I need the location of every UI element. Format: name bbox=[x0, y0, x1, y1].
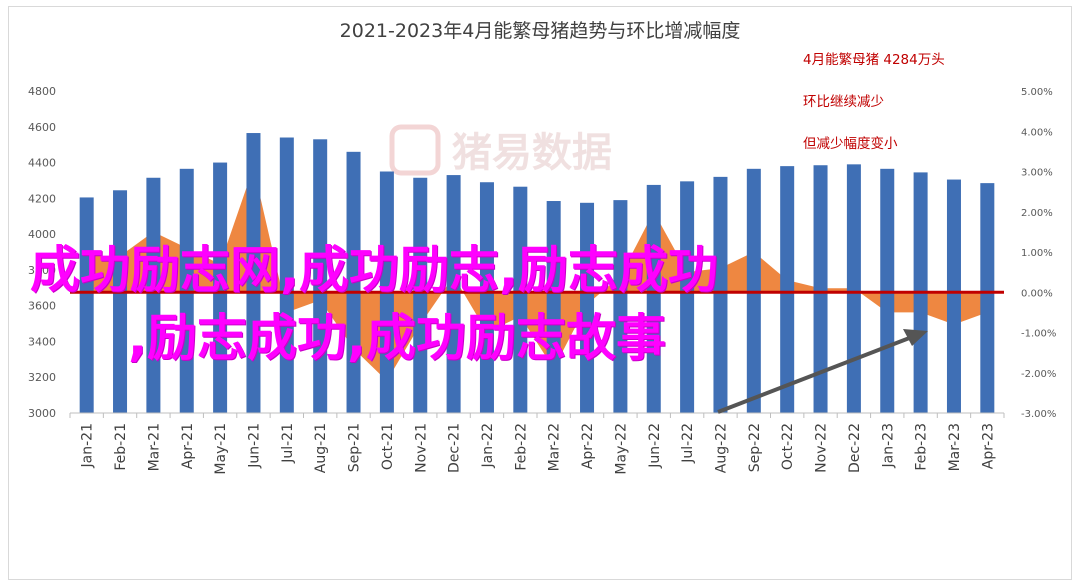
bar-feb-21 bbox=[113, 190, 128, 413]
x-tick-label: Mar-21 bbox=[146, 423, 162, 471]
bar-jun-22 bbox=[646, 184, 661, 413]
x-tick-label: Mar-23 bbox=[947, 423, 963, 471]
x-tick-label: Apr-22 bbox=[580, 423, 596, 469]
bar-dec-22 bbox=[846, 164, 861, 413]
x-tick-label: Apr-23 bbox=[980, 423, 996, 469]
x-tick-label: Aug-21 bbox=[313, 423, 329, 473]
y-right-tick-label: -3.00% bbox=[1021, 409, 1056, 420]
chart-frame bbox=[8, 6, 1072, 580]
y-right-tick-label: 0.00% bbox=[1021, 288, 1053, 299]
change-rate-area bbox=[86, 167, 988, 381]
x-tick-label: Sep-21 bbox=[347, 423, 363, 472]
bar-aug-21 bbox=[313, 139, 328, 414]
bar-aug-22 bbox=[713, 176, 728, 413]
bar-jul-21 bbox=[279, 137, 294, 413]
bar-nov-21 bbox=[413, 177, 428, 413]
watermark: 猪易数据 bbox=[389, 124, 612, 176]
x-tick-label: Sep-22 bbox=[747, 423, 763, 472]
bar-feb-22 bbox=[513, 186, 528, 413]
x-tick-label: Feb-23 bbox=[914, 423, 930, 471]
x-tick-label: Oct-21 bbox=[380, 423, 396, 470]
sow-inventory-bars bbox=[79, 133, 995, 414]
bar-apr-22 bbox=[580, 202, 595, 413]
x-tick-label: May-22 bbox=[613, 423, 629, 475]
y-left-tick-label: 4800 bbox=[28, 85, 56, 98]
y-left-tick-label: 4000 bbox=[28, 228, 56, 241]
y-right-tick-label: -1.00% bbox=[1021, 329, 1056, 340]
x-tick-label: Jan-23 bbox=[880, 423, 896, 468]
x-tick-label: Dec-21 bbox=[447, 423, 463, 473]
x-tick-label: Jun-21 bbox=[246, 423, 262, 469]
bar-may-21 bbox=[213, 162, 228, 413]
x-tick-label: Jan-21 bbox=[80, 423, 96, 468]
area-series-change bbox=[86, 167, 988, 381]
y-left-tick-label: 3800 bbox=[28, 264, 56, 277]
trend-arrow bbox=[717, 329, 928, 414]
y-left-tick-label: 4400 bbox=[28, 157, 56, 170]
bar-mar-23 bbox=[946, 179, 961, 413]
bar-jul-22 bbox=[680, 181, 695, 413]
x-tick-label: May-21 bbox=[213, 423, 229, 475]
x-tick-label: Jul-21 bbox=[280, 423, 296, 464]
bar-oct-22 bbox=[780, 166, 795, 413]
watermark-logo bbox=[389, 124, 441, 176]
bar-dec-21 bbox=[446, 175, 461, 413]
bar-jan-22 bbox=[479, 182, 494, 413]
x-tick-label: Jan-22 bbox=[480, 423, 496, 468]
x-tick-label: Jul-22 bbox=[680, 423, 696, 464]
x-tick-label: Mar-22 bbox=[547, 423, 563, 471]
bar-jan-21 bbox=[79, 197, 94, 413]
overlay-text-line2: ,励志成功,成功励志故事 bbox=[128, 309, 666, 367]
bar-sep-21 bbox=[346, 151, 361, 414]
x-tick-label: Feb-21 bbox=[113, 423, 129, 471]
bar-mar-21 bbox=[146, 177, 161, 413]
trend-arrow-shaft bbox=[717, 335, 913, 414]
x-tick-label: Nov-22 bbox=[814, 423, 830, 473]
annotation-inventory: 4月能繁母猪 4284万头 bbox=[803, 52, 945, 68]
x-tick-label: Jun-22 bbox=[647, 423, 663, 469]
bar-apr-23 bbox=[980, 183, 995, 413]
x-tick-label: Nov-21 bbox=[413, 423, 429, 473]
x-tick-label: Dec-22 bbox=[847, 423, 863, 473]
y-right-tick-label: 2.00% bbox=[1021, 208, 1053, 219]
x-tick-label: Oct-22 bbox=[780, 423, 796, 470]
y-right-tick-label: 3.00% bbox=[1021, 168, 1053, 179]
y-left-tick-label: 3400 bbox=[28, 335, 56, 348]
chart-title: 2021-2023年4月能繁母猪趋势与环比增减幅度 bbox=[340, 20, 741, 42]
annotation-continue-decline: 环比继续减少 bbox=[803, 94, 884, 110]
y-left-tick-label: 3600 bbox=[28, 300, 56, 313]
overlay-text-line1: 成功励志网,成功励志,励志成功 bbox=[30, 241, 718, 299]
bar-may-22 bbox=[613, 200, 628, 413]
bar-nov-22 bbox=[813, 165, 828, 413]
y-right-tick-label: 1.00% bbox=[1021, 248, 1053, 259]
watermark-text: 猪易数据 bbox=[452, 130, 612, 176]
y-left-tick-label: 3000 bbox=[28, 407, 56, 420]
bar-jun-21 bbox=[246, 133, 261, 414]
y-left-tick-label: 4600 bbox=[28, 121, 56, 134]
annotation-decline-smaller: 但减少幅度变小 bbox=[803, 136, 898, 152]
x-tick-label: Aug-22 bbox=[713, 423, 729, 473]
y-left-tick-label: 4200 bbox=[28, 192, 56, 205]
y-right-tick-label: -2.00% bbox=[1021, 369, 1056, 380]
trend-arrow-head bbox=[903, 329, 928, 346]
axes: 3000 3200 3400 3600 3800 4000 4200 4400 4600 4800… bbox=[28, 85, 1056, 475]
y-left-tick-label: 3200 bbox=[28, 371, 56, 384]
y-right-tick-label: 5.00% bbox=[1021, 87, 1053, 98]
x-tick-label: Apr-21 bbox=[180, 423, 196, 469]
x-tick-label: Feb-22 bbox=[513, 423, 529, 471]
bar-mar-22 bbox=[546, 201, 561, 413]
y-right-tick-label: 4.00% bbox=[1021, 127, 1053, 138]
